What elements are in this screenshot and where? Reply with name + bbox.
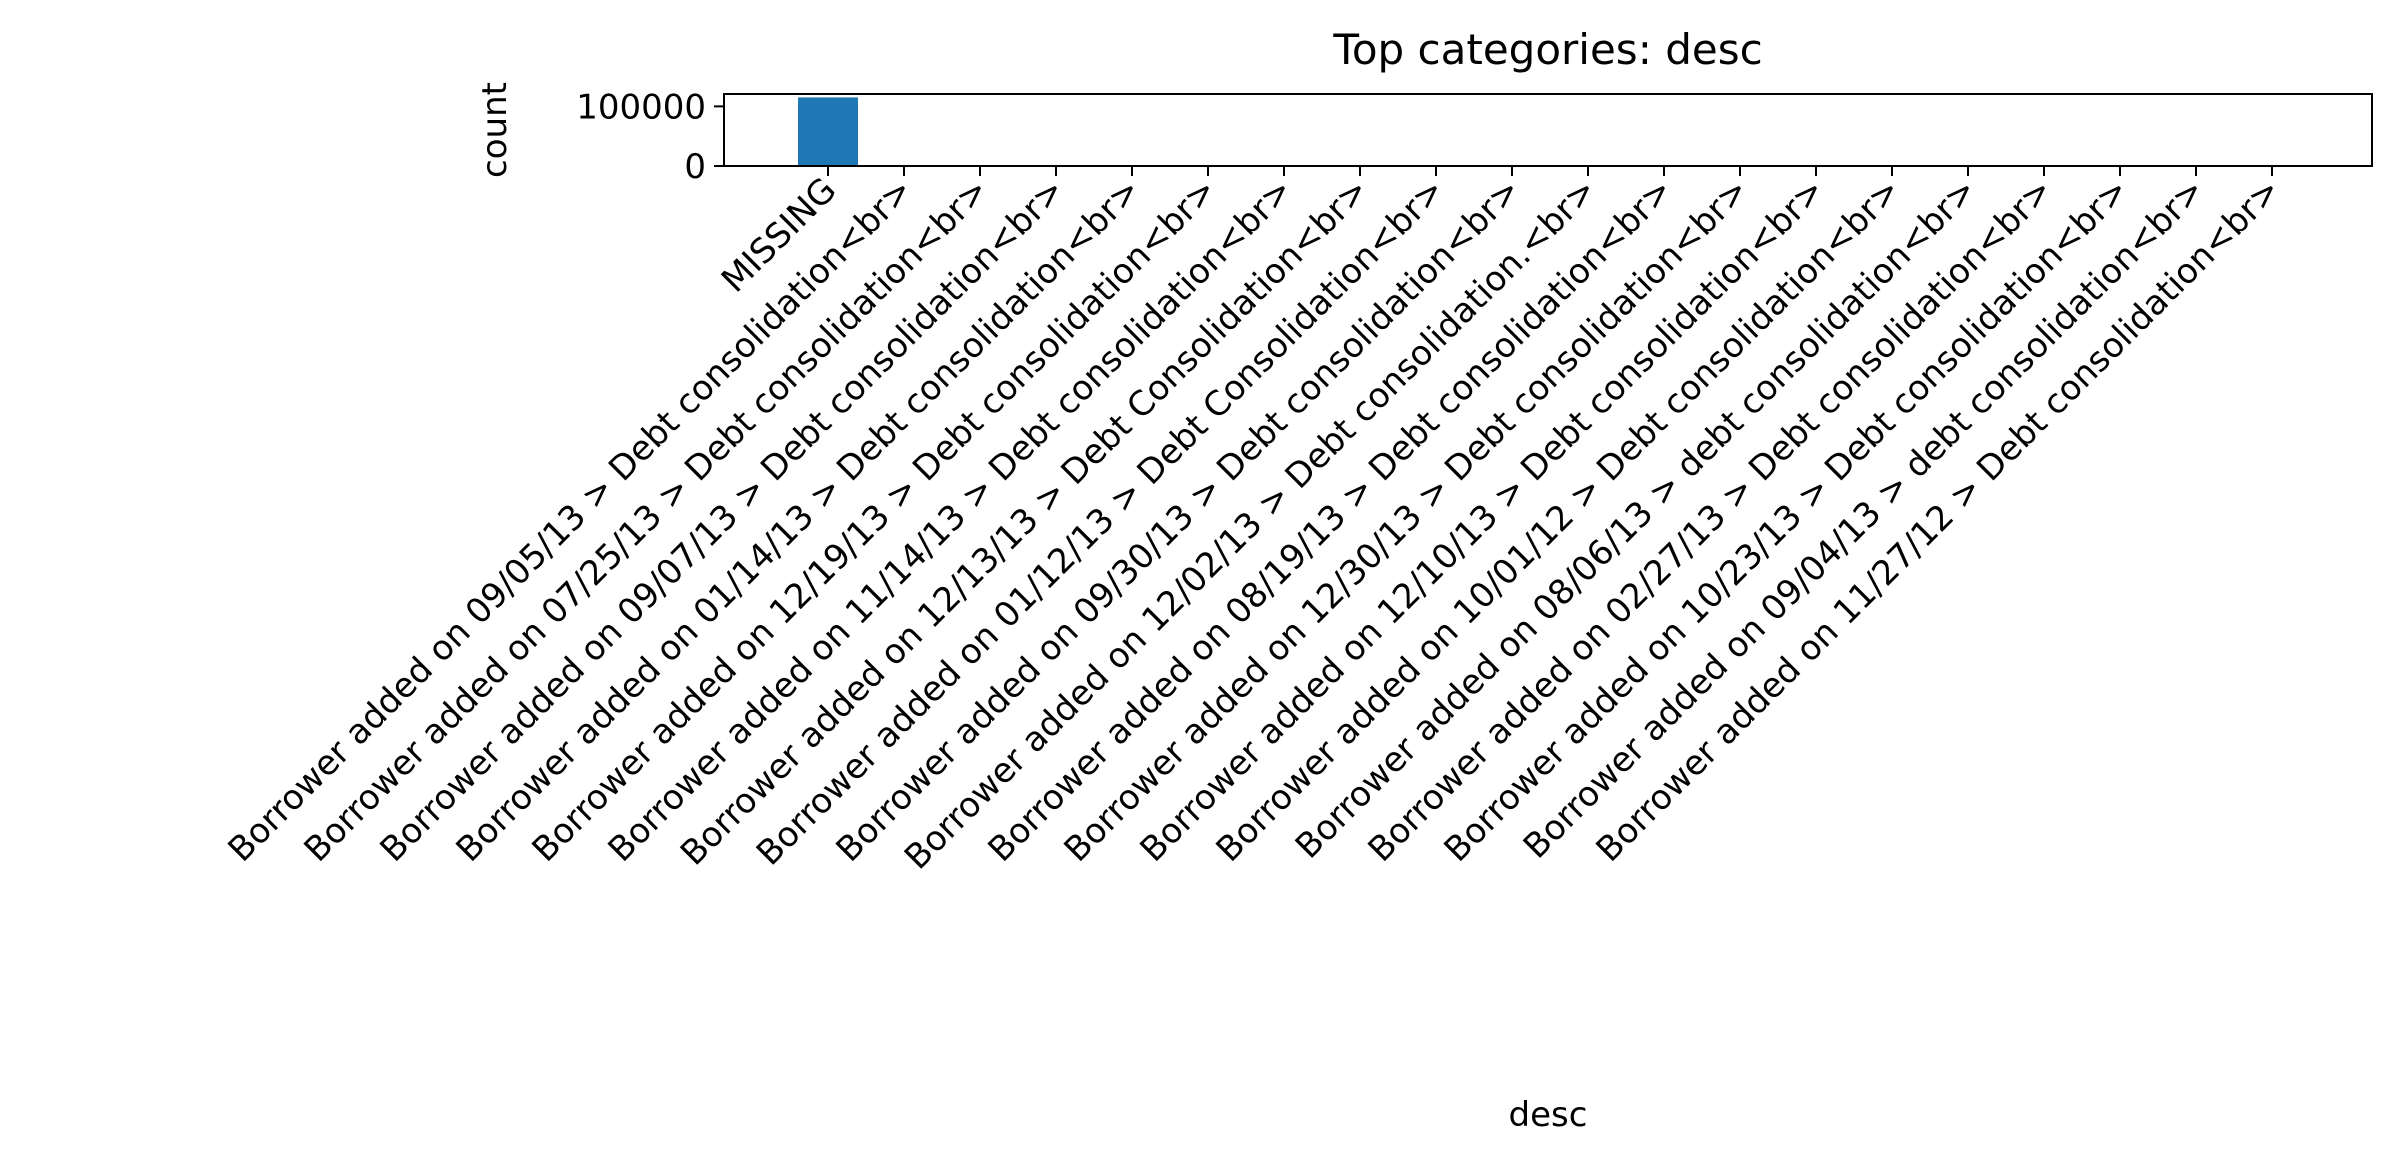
x-axis-label: desc bbox=[1509, 1095, 1588, 1135]
y-tick-label: 0 bbox=[684, 147, 706, 187]
bars bbox=[798, 97, 2302, 166]
chart-title: Top categories: desc bbox=[1332, 25, 1762, 74]
plot-area-frame bbox=[724, 94, 2372, 166]
y-axis-label: count bbox=[475, 82, 515, 178]
y-tick-label: 100000 bbox=[576, 87, 706, 127]
bar bbox=[798, 97, 858, 166]
y-axis-ticks: 0 100000 bbox=[576, 87, 724, 187]
